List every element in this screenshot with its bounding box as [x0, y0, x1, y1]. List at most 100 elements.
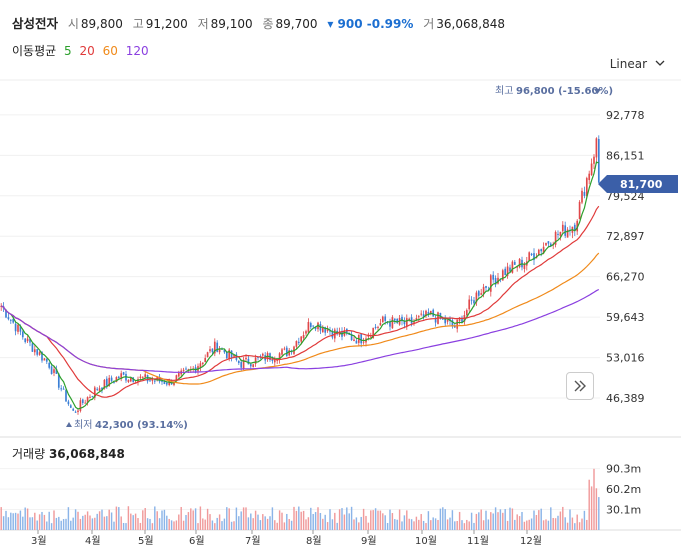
stock-header: 삼성전자 시 89,800 고 91,200 저 89,100 종 89,700 ▾ 9…	[12, 13, 511, 32]
candle-body	[117, 376, 120, 379]
volume-bar	[470, 512, 473, 530]
volume-bar	[22, 516, 24, 530]
volume-bar	[60, 520, 62, 530]
expand-button[interactable]	[566, 372, 594, 400]
price-tick-label: 66,270	[606, 271, 645, 284]
candle-body	[74, 411, 77, 413]
volume-bar	[53, 510, 55, 530]
candle-body	[19, 326, 22, 332]
candle-body	[355, 340, 358, 344]
moving-average-label: 이동평균	[12, 44, 57, 58]
volume-bar	[514, 519, 516, 530]
volume-bar	[86, 511, 89, 530]
candle-body	[48, 362, 51, 368]
volume-bar	[223, 518, 226, 530]
volume-bar	[482, 520, 485, 530]
volume-bar	[127, 506, 130, 530]
volume-bar	[506, 520, 509, 530]
volume-bar	[473, 522, 475, 530]
volume-bar	[161, 510, 163, 530]
candle-body	[305, 331, 307, 334]
candle-body	[129, 377, 132, 382]
volume-bar	[257, 514, 259, 530]
candle-body	[24, 338, 27, 343]
ma-5-label[interactable]: 5	[64, 44, 72, 58]
candle-body	[537, 249, 540, 256]
candle-body	[585, 178, 588, 197]
candle-body	[161, 380, 163, 382]
volume-bar	[173, 521, 175, 530]
ma-20-label[interactable]: 20	[79, 44, 95, 58]
volume-bar	[122, 522, 125, 530]
candle-body	[381, 316, 384, 323]
candle-body	[307, 321, 310, 333]
candle-body	[242, 359, 245, 369]
low-value: 89,100	[210, 17, 253, 31]
volume-bar	[403, 515, 406, 530]
candle-body	[420, 313, 423, 315]
candle-body	[475, 292, 478, 303]
volume-bar	[535, 515, 538, 530]
volume-bar	[511, 508, 514, 530]
high-annotation-label: 최고	[495, 85, 513, 97]
time-tick-label: 5월	[138, 535, 154, 547]
candle-body	[89, 396, 91, 398]
candle-body	[489, 275, 492, 292]
volume-bar	[446, 519, 449, 530]
volume-bar	[422, 520, 425, 530]
ma-120-label[interactable]: 120	[125, 44, 149, 58]
volume-bar	[50, 523, 53, 530]
scale-dropdown[interactable]: Linear	[610, 57, 665, 71]
volume-bar	[540, 508, 542, 530]
volume-bar	[442, 507, 444, 530]
time-tick-label: 10월	[415, 535, 437, 547]
candle-body	[511, 261, 514, 273]
volume-bar	[254, 510, 257, 530]
volume-bar	[494, 507, 497, 530]
volume-bar	[557, 515, 559, 530]
volume-title-label: 거래량	[12, 447, 46, 461]
low-annotation: 최저 42,300 (93.14%)	[66, 419, 188, 431]
volume-bar	[48, 511, 50, 530]
volume-bar	[341, 508, 343, 530]
volume-bar	[530, 518, 533, 530]
high-label: 고	[132, 17, 144, 31]
candle-body	[494, 277, 497, 285]
volume-bar	[166, 515, 168, 530]
volume-bar	[139, 522, 142, 530]
volume-bar	[365, 515, 367, 530]
volume-bar	[158, 518, 161, 530]
time-tick-label: 9월	[361, 535, 377, 547]
candle-body	[410, 317, 413, 324]
volume-bar	[408, 518, 410, 530]
candle-body	[415, 318, 418, 321]
ma-60-label[interactable]: 60	[102, 44, 118, 58]
candle-body	[451, 320, 454, 326]
candle-body	[120, 373, 123, 379]
candle-body	[103, 379, 106, 389]
volume-bar	[379, 510, 382, 530]
volume-bar	[115, 506, 118, 530]
volume-bar	[2, 516, 5, 530]
volume-bar	[434, 518, 437, 530]
volume-bar	[202, 518, 204, 530]
candle-body	[300, 336, 303, 342]
candle-body	[480, 293, 483, 295]
candle-body	[96, 388, 99, 390]
candle-body	[367, 335, 370, 337]
candle-body	[84, 402, 87, 404]
candle-body	[401, 316, 403, 322]
candle-body	[60, 388, 63, 390]
volume-bar	[79, 518, 82, 530]
price-tick-label: 79,524	[606, 190, 645, 203]
volume-bar	[384, 515, 386, 530]
candle-body	[86, 397, 89, 403]
volume-tick-label: 90.3m	[606, 463, 641, 476]
candle-body	[271, 360, 274, 362]
candle-body	[533, 253, 535, 261]
volume-bar	[209, 514, 211, 530]
candle-body	[593, 156, 595, 164]
high-value: 91,200	[145, 17, 188, 31]
candle-body	[470, 299, 473, 301]
